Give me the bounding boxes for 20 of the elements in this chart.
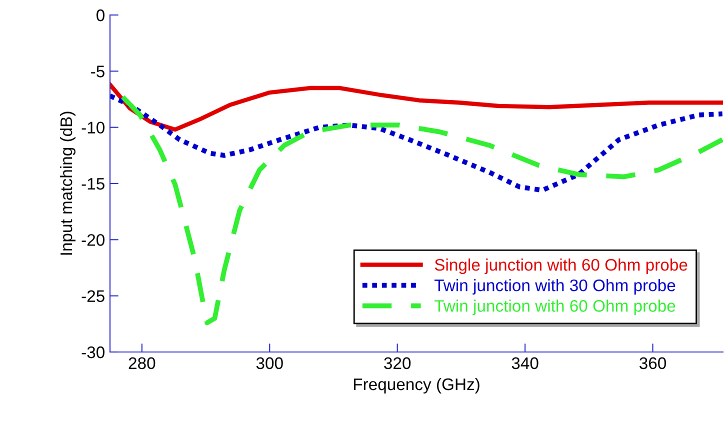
legend-label: Single junction with 60 Ohm probe [434,258,688,274]
line-series [110,93,723,193]
x-axis-title: Frequency (GHz) [354,378,480,394]
y-tick-label: -10 [82,122,104,134]
line-series [120,94,723,326]
line-series [110,82,723,132]
y-tick-label: -20 [82,234,104,246]
legend-label: Twin junction with 30 Ohm probe [434,279,676,295]
y-tick-label: -30 [82,346,104,358]
y-tick-label: -15 [82,178,104,190]
x-tick-label: 340 [512,357,538,370]
y-tick-label: -5 [91,66,104,78]
y-axis-title: Input matching (dB) [60,112,76,255]
x-tick-label: 280 [128,357,156,370]
x-tick-label: 300 [256,357,283,370]
x-tick-label: 320 [384,357,411,370]
x-tick-label: 360 [639,357,666,370]
y-tick-label: -25 [82,290,104,302]
legend-label: Twin junction with 60 Ohm probe [434,300,676,316]
y-tick-label: 0 [96,9,104,22]
